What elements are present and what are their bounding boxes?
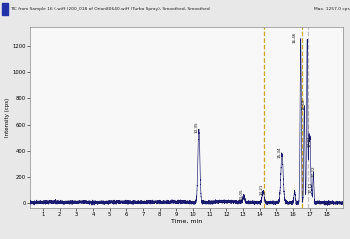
Text: 17.03: 17.03 bbox=[308, 135, 312, 147]
Text: 13.05: 13.05 bbox=[240, 189, 244, 200]
Text: 15.34: 15.34 bbox=[278, 147, 282, 158]
Bar bbox=[2, 3, 8, 16]
Y-axis label: Intensity (cps): Intensity (cps) bbox=[5, 98, 10, 137]
Text: 14.21: 14.21 bbox=[259, 184, 263, 195]
Text: TIC from Sample 16 (.wiff (200_018 of Orion80640.wiff (Turbo Spray), Smoothed, S: TIC from Sample 16 (.wiff (200_018 of Or… bbox=[10, 7, 210, 11]
Text: 17.11: 17.11 bbox=[309, 181, 313, 193]
Text: Max. 1257.0 cps: Max. 1257.0 cps bbox=[314, 7, 349, 11]
Text: 16.46: 16.46 bbox=[293, 32, 297, 43]
Text: 17.22: 17.22 bbox=[312, 165, 316, 177]
Text: 10.35: 10.35 bbox=[195, 121, 199, 133]
Text: 16.68: 16.68 bbox=[302, 99, 306, 110]
X-axis label: Time, min: Time, min bbox=[171, 219, 202, 224]
